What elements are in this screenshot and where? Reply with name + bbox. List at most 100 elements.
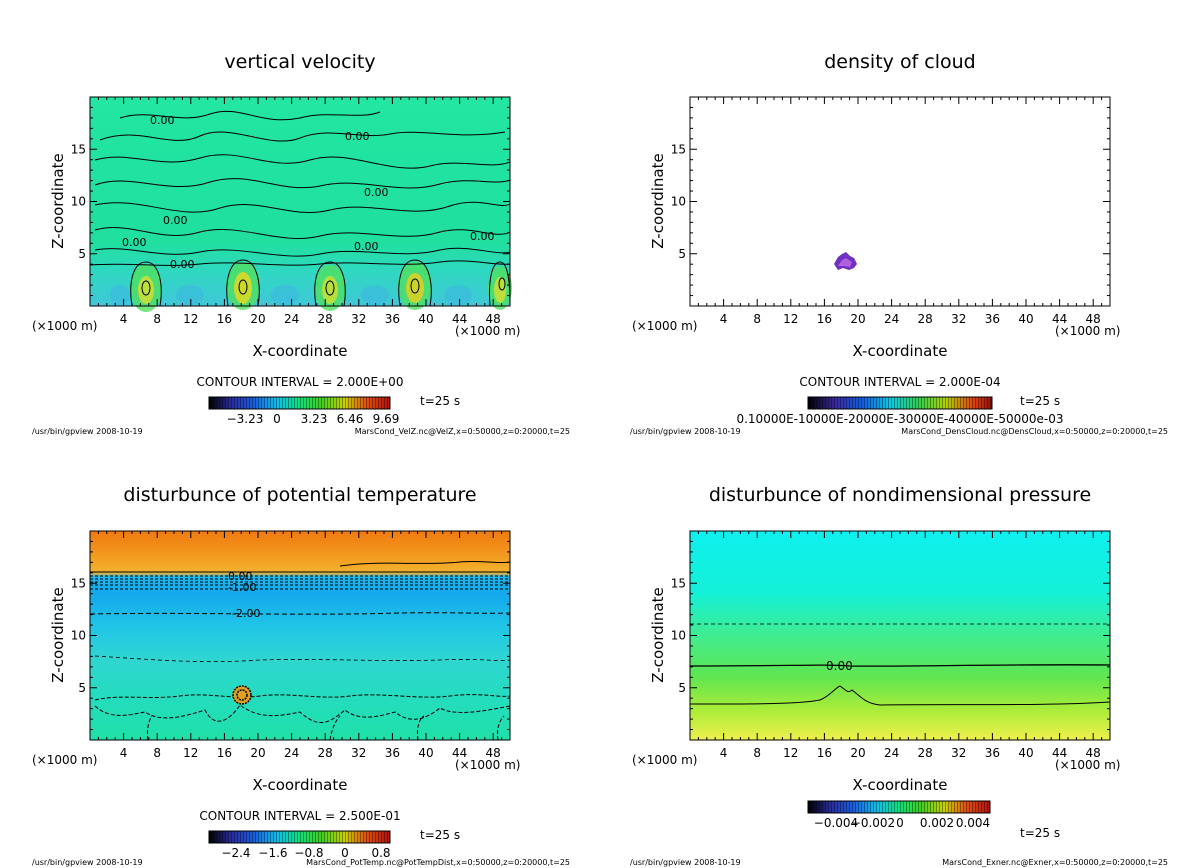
y-tick-label: 5 [678, 681, 686, 695]
x-tick-label: 24 [884, 746, 899, 760]
y-axis-label: Z-coordinate [649, 153, 667, 248]
y-axis: 5 10 15 [671, 106, 1110, 297]
cloud-core [232, 685, 252, 705]
contour-lines [89, 560, 511, 741]
x-tick-label: 44 [1052, 312, 1067, 326]
y-tick-label: 15 [671, 576, 686, 590]
x-tick-label: 16 [217, 312, 232, 326]
y-axis-label: Z-coordinate [49, 587, 67, 682]
y-tick-label: 5 [678, 247, 686, 261]
colorbar-tick: 9.69 [373, 412, 400, 426]
x-unit-right: (×1000 m) [1055, 758, 1120, 772]
x-axis-label: X-coordinate [253, 776, 348, 794]
y-tick-label: 5 [78, 247, 86, 261]
x-axis: 4 8 12 16 20 24 28 32 36 40 44 48 [697, 97, 1103, 326]
x-tick-label: 16 [217, 746, 232, 760]
panel-potential-temperature: disturbunce of potential temperature 0 [32, 484, 570, 867]
x-tick-label: 44 [452, 746, 467, 760]
x-unit-right: (×1000 m) [1055, 324, 1120, 338]
x-tick-label: 24 [284, 312, 299, 326]
y-tick-label: 15 [71, 142, 86, 156]
x-axis-label: X-coordinate [853, 776, 948, 794]
x-axis-label: X-coordinate [253, 342, 348, 360]
footer-right: MarsCond_PotTemp.nc@PotTempDist,x=0:5000… [306, 858, 570, 867]
plot-area [690, 531, 1110, 740]
contour-interval: CONTOUR INTERVAL = 2.000E+00 [197, 375, 404, 389]
colorbar-tick: 6.46 [337, 412, 364, 426]
colorbar-frame [208, 830, 391, 844]
x-tick-label: 28 [918, 312, 933, 326]
x-tick-label: 24 [884, 312, 899, 326]
x-tick-label: 40 [418, 746, 433, 760]
colorbar-tick: −0.002 [851, 816, 895, 830]
x-tick-label: 48 [1086, 746, 1101, 760]
y-tick-label: 10 [71, 629, 86, 643]
colorbar-tick: −3.23 [227, 412, 264, 426]
y-tick-label: 10 [671, 195, 686, 209]
contour-label: -1.00 [228, 581, 256, 594]
x-axis: 4 8 12 16 20 24 28 32 36 40 44 48 [97, 531, 503, 760]
x-unit-right: (×1000 m) [455, 324, 520, 338]
plot-area [90, 531, 510, 740]
plot-area [690, 97, 1110, 306]
y-axis: 5 10 15 [671, 540, 1110, 731]
x-tick-label: 20 [850, 746, 865, 760]
footer-left: /usr/bin/gpview 2008-10-19 [32, 427, 143, 436]
cloud-blob [834, 252, 857, 270]
x-tick-label: 20 [250, 312, 265, 326]
contour-lines [89, 110, 511, 307]
x-tick-label: 4 [720, 746, 728, 760]
x-tick-label: 12 [783, 312, 798, 326]
time-label: t=25 s [1020, 826, 1060, 840]
x-tick-label: 12 [183, 746, 198, 760]
colorbar-tick: 0.004 [956, 816, 990, 830]
footer-right: MarsCond_Exner.nc@Exner,x=0:50000,z=0:20… [942, 858, 1168, 867]
contour-label: 0.00 [170, 258, 195, 271]
colorbar-tick: 0 [273, 412, 281, 426]
colorbar-tick: −0.004 [814, 816, 858, 830]
x-tick-label: 28 [318, 746, 333, 760]
time-label: t=25 s [1020, 394, 1060, 408]
x-tick-label: 48 [486, 746, 501, 760]
x-tick-label: 40 [418, 312, 433, 326]
x-axis: 4 8 12 16 20 24 28 32 36 40 44 48 [97, 97, 503, 326]
x-unit-left: (×1000 m) [32, 753, 97, 767]
contour-label: 0.00 [228, 570, 253, 583]
x-tick-label: 8 [753, 312, 761, 326]
x-tick-label: 4 [120, 746, 128, 760]
colorbar-tick: 0 [896, 816, 904, 830]
colorbar-tick: −2.4 [221, 846, 250, 860]
colorbar-frame [208, 396, 391, 410]
colorbar-tick: 3.23 [301, 412, 328, 426]
y-axis: 5 10 15 [71, 106, 510, 297]
contour-label: 0.00 [826, 659, 853, 673]
contour-label: 0.00 [345, 130, 370, 143]
contour-label: 0.00 [150, 114, 175, 127]
x-tick-label: 40 [1018, 746, 1033, 760]
contour-label: 0.00 [354, 240, 379, 253]
x-tick-label: 32 [351, 312, 366, 326]
time-label: t=25 s [420, 828, 460, 842]
x-axis-label: X-coordinate [853, 342, 948, 360]
chart-title: vertical velocity [224, 51, 375, 73]
colorbar-tick: 0.002 [920, 816, 954, 830]
contour-label: -2.00 [232, 607, 260, 620]
x-tick-label: 28 [318, 312, 333, 326]
y-axis: 5 10 15 [71, 540, 510, 731]
colorbar-frame [807, 800, 991, 814]
chart-title: density of cloud [824, 51, 976, 73]
footer-left: /usr/bin/gpview 2008-10-19 [32, 858, 143, 867]
x-tick-label: 44 [1052, 746, 1067, 760]
x-tick-label: 4 [720, 312, 728, 326]
x-tick-label: 32 [951, 312, 966, 326]
colorbar-tick: −1.6 [258, 846, 287, 860]
y-tick-label: 15 [671, 142, 686, 156]
contour-label: 0.00 [163, 214, 188, 227]
colorbar-tick: 0.10000E-10000E-20000E-30000E-40000E-500… [736, 412, 1063, 426]
plot-area [90, 97, 510, 306]
x-tick-label: 4 [120, 312, 128, 326]
contour-label: 0.00 [364, 186, 389, 199]
x-tick-label: 20 [250, 746, 265, 760]
contour-interval: CONTOUR INTERVAL = 2.500E-01 [199, 809, 400, 823]
